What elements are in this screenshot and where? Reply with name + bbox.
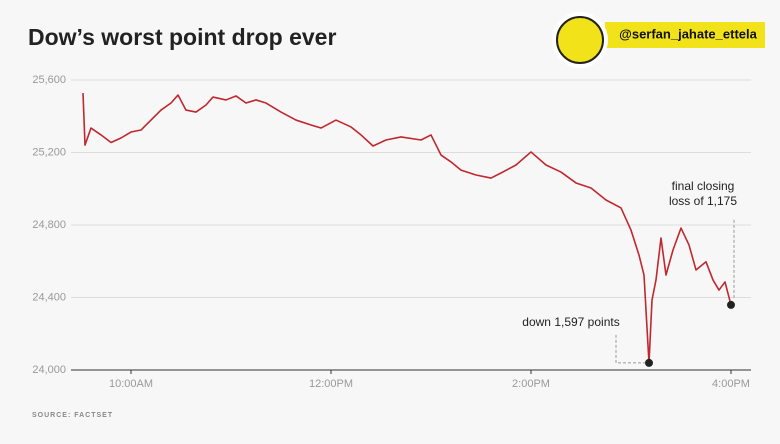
y-tick-label: 25,200 (32, 146, 66, 158)
x-tick-label: 4:00PM (712, 378, 750, 390)
y-tick-label: 24,800 (32, 219, 66, 231)
y-tick-label: 25,600 (32, 74, 66, 86)
x-tick-label: 10:00AM (109, 378, 153, 390)
logo (556, 16, 604, 64)
source: SOURCE: FACTSET (32, 412, 113, 419)
annotation: final closing (672, 179, 735, 193)
watermark-band (605, 22, 765, 48)
x-tick-label: 2:00PM (512, 378, 550, 390)
x-tick-label: 12:00PM (309, 378, 353, 390)
watermark: @serfan_jahate_ettela (552, 12, 765, 68)
y-tick-label: 24,000 (32, 364, 66, 376)
annotation-dot (727, 300, 735, 309)
annotation: down 1,597 points (522, 315, 619, 329)
watermark-text: @serfan_jahate_ettela (619, 26, 757, 41)
chart-title: Dow’s worst point drop ever (28, 24, 336, 50)
y-tick-label: 24,400 (32, 291, 66, 303)
leader-line (615, 334, 645, 364)
annotation: loss of 1,175 (669, 194, 737, 208)
line (82, 93, 732, 364)
annotation-dot (645, 358, 653, 367)
